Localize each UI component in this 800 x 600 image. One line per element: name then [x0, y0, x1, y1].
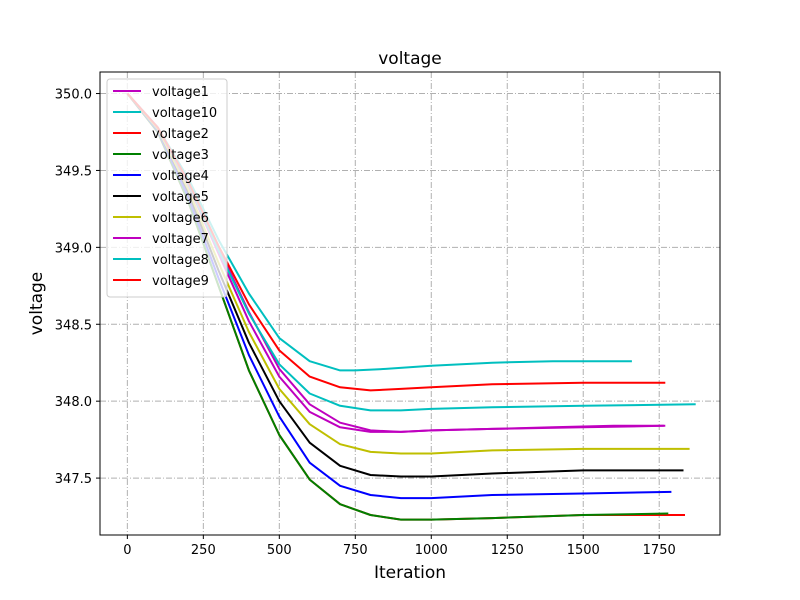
- legend-label: voltage7: [152, 232, 209, 247]
- chart-title: voltage: [378, 49, 442, 69]
- axis-ticks: 0 250 500 750 1000 1250 1500 1750 347.5 348.0 348.…: [55, 88, 676, 558]
- legend-label: voltage9: [152, 274, 209, 289]
- legend-label: voltage1: [152, 85, 209, 100]
- y-tick-label: 349.5: [55, 164, 92, 179]
- x-tick-label: 1750: [643, 543, 676, 558]
- y-tick-label: 348.0: [55, 395, 92, 410]
- legend-label: voltage5: [152, 190, 209, 205]
- x-axis-title: Iteration: [374, 563, 446, 583]
- plot-frame: [99, 71, 721, 536]
- legend: voltage1 voltage10 voltage2 voltage3 voltage…: [106, 78, 228, 298]
- x-tick-label: 0: [123, 543, 131, 558]
- x-tick-label: 750: [343, 543, 368, 558]
- x-tick-label: 500: [267, 543, 292, 558]
- legend-label: voltage3: [152, 148, 209, 163]
- y-tick-label: 348.5: [55, 318, 92, 333]
- y-tick-label: 350.0: [55, 88, 92, 103]
- legend-label: voltage8: [152, 253, 209, 268]
- legend-label: voltage6: [152, 211, 209, 226]
- legend-label: voltage10: [152, 106, 217, 121]
- legend-label: voltage2: [152, 127, 209, 142]
- y-tick-label: 347.5: [55, 472, 92, 487]
- y-tick-label: 349.0: [55, 241, 92, 256]
- x-tick-label: 1000: [415, 543, 448, 558]
- y-axis-title: voltage: [27, 272, 47, 336]
- legend-label: voltage4: [152, 169, 209, 184]
- x-tick-label: 1500: [567, 543, 600, 558]
- x-tick-label: 250: [191, 543, 216, 558]
- x-tick-label: 1250: [491, 543, 524, 558]
